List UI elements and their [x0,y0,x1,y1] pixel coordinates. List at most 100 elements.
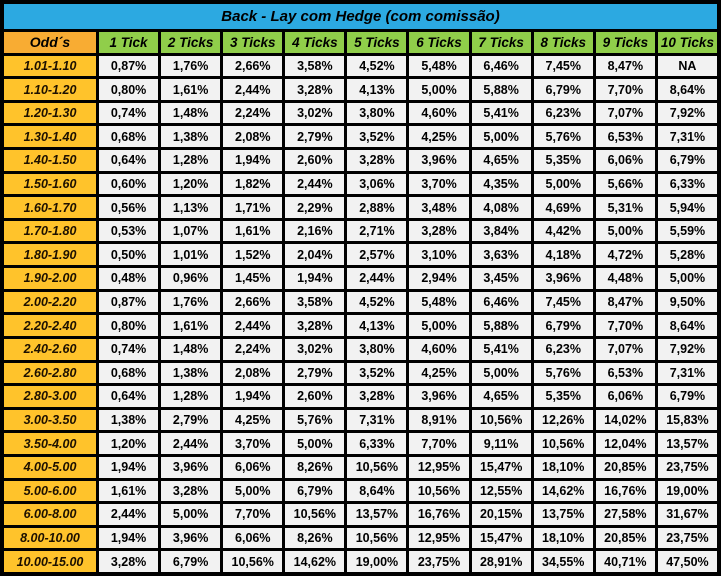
value-cell: 2,44% [223,315,283,336]
value-cell: 2,94% [409,268,469,289]
value-cell: 2,29% [285,197,345,218]
value-cell: 2,57% [347,244,407,266]
odds-range-cell: 4.00-5.00 [4,456,96,478]
value-cell: 10,56% [347,527,407,549]
tick-header-cell: 8 Ticks [533,32,593,53]
value-cell: 2,66% [223,55,283,77]
value-cell: 6,79% [657,386,717,407]
value-cell: 1,20% [99,433,159,454]
value-cell: 3,96% [161,527,221,549]
value-cell: 3,02% [285,102,345,124]
value-cell: 7,31% [347,409,407,431]
value-cell: 1,76% [161,55,221,77]
value-cell: 1,61% [161,315,221,336]
value-cell: 4,25% [223,409,283,431]
odds-range-cell: 1.90-2.00 [4,268,96,289]
value-cell: 14,02% [595,409,655,431]
value-cell: 3,70% [409,173,469,195]
value-cell: 1,52% [223,244,283,266]
value-cell: 1,38% [161,362,221,384]
value-cell: 2,44% [285,173,345,195]
value-cell: 5,00% [285,433,345,454]
value-cell: 3,28% [409,220,469,242]
value-cell: 3,02% [285,338,345,360]
value-cell: 2,60% [285,386,345,407]
odds-range-cell: 2.20-2.40 [4,315,96,336]
tick-header-cell: 5 Ticks [347,32,407,53]
value-cell: 6,33% [657,173,717,195]
odds-range-cell: 2.00-2.20 [4,291,96,313]
value-cell: 1,07% [161,220,221,242]
value-cell: 3,28% [161,480,221,502]
value-cell: 1,94% [99,456,159,478]
value-cell: 1,94% [99,527,159,549]
odds-range-cell: 2.40-2.60 [4,338,96,360]
value-cell: 8,64% [657,79,717,100]
value-cell: 10,56% [223,551,283,572]
value-cell: 18,10% [533,456,593,478]
value-cell: 5,41% [471,338,531,360]
odds-range-cell: 1.10-1.20 [4,79,96,100]
value-cell: 0,80% [99,79,159,100]
value-cell: 6,06% [223,456,283,478]
value-cell: 3,96% [409,150,469,171]
value-cell: 3,48% [409,197,469,218]
value-cell: 7,92% [657,102,717,124]
value-cell: 18,10% [533,527,593,549]
value-cell: 28,91% [471,551,531,572]
value-cell: 4,52% [347,291,407,313]
value-cell: 4,42% [533,220,593,242]
value-cell: 4,52% [347,55,407,77]
value-cell: 14,62% [533,480,593,502]
value-cell: 8,26% [285,456,345,478]
tick-header-cell: 10 Ticks [657,32,717,53]
tick-header-cell: 2 Ticks [161,32,221,53]
odds-corner-header-cell: Odd´s [4,32,96,53]
value-cell: 1,61% [161,79,221,100]
value-cell: 8,64% [347,480,407,502]
value-cell: 6,06% [223,527,283,549]
value-cell: 4,72% [595,244,655,266]
value-cell: 5,00% [595,220,655,242]
value-cell: 3,28% [285,315,345,336]
odds-range-cell: 3.00-3.50 [4,409,96,431]
value-cell: 7,70% [223,504,283,525]
tick-header-cell: 3 Ticks [223,32,283,53]
value-cell: 1,76% [161,291,221,313]
value-cell: 6,79% [161,551,221,572]
value-cell: 19,00% [347,551,407,572]
value-cell: 16,76% [595,480,655,502]
value-cell: 20,85% [595,527,655,549]
value-cell: 1,38% [99,409,159,431]
value-cell: 0,64% [99,386,159,407]
value-cell: 5,00% [161,504,221,525]
value-cell: 3,63% [471,244,531,266]
value-cell: 5,59% [657,220,717,242]
value-cell: 3,10% [409,244,469,266]
value-cell: 0,87% [99,55,159,77]
value-cell: 7,70% [595,79,655,100]
value-cell: 12,95% [409,456,469,478]
value-cell: 1,94% [223,386,283,407]
value-cell: 6,23% [533,338,593,360]
value-cell: 13,57% [347,504,407,525]
tick-header-cell: 9 Ticks [595,32,655,53]
value-cell: 4,35% [471,173,531,195]
value-cell: 1,28% [161,386,221,407]
value-cell: 5,00% [409,79,469,100]
value-cell: 13,57% [657,433,717,454]
value-cell: 5,00% [471,362,531,384]
value-cell: 5,00% [409,315,469,336]
value-cell: 6,79% [533,79,593,100]
value-cell: 0,74% [99,102,159,124]
tick-header-cell: 1 Tick [99,32,159,53]
value-cell: 5,76% [285,409,345,431]
value-cell: 5,00% [471,126,531,148]
value-cell: 5,88% [471,79,531,100]
value-cell: 10,56% [533,433,593,454]
value-cell: 8,91% [409,409,469,431]
value-cell: 5,35% [533,150,593,171]
value-cell: 4,65% [471,386,531,407]
value-cell: 3,52% [347,362,407,384]
value-cell: 20,85% [595,456,655,478]
